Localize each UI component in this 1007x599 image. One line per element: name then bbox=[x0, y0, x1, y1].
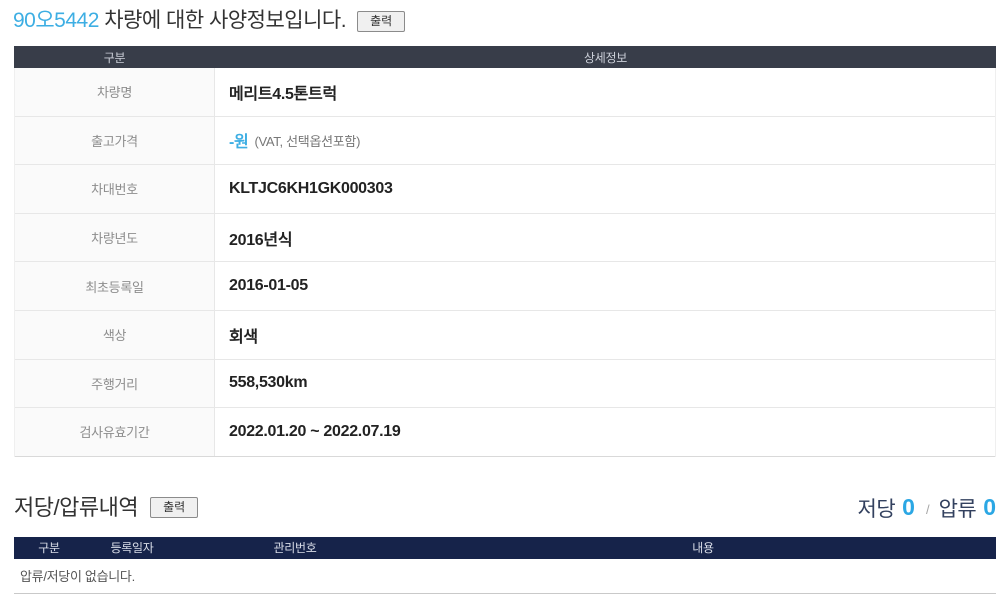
spec-row-value: KLTJC6KH1GK000303 bbox=[215, 165, 995, 213]
spec-row-label: 주행거리 bbox=[15, 359, 215, 408]
spec-row-value: 2016년식 bbox=[215, 213, 995, 262]
price-vat-note: (VAT, 선택옵션포함) bbox=[254, 133, 361, 149]
spec-table-header: 구분 상세정보 bbox=[14, 46, 996, 68]
mortgage-count: 0 bbox=[902, 494, 915, 521]
spec-row-vin: 차대번호 KLTJC6KH1GK000303 bbox=[15, 165, 995, 214]
spec-row-label: 차량년도 bbox=[15, 213, 215, 262]
lien-table-header: 구분 등록일자 관리번호 내용 bbox=[14, 536, 996, 559]
spec-header-detail: 상세정보 bbox=[584, 50, 627, 65]
lien-summary: 저당 0 / 압류 0 bbox=[858, 493, 997, 523]
spec-header-category: 구분 bbox=[103, 50, 126, 65]
page-title-text: 차량에 대한 사양정보입니다. bbox=[98, 9, 347, 32]
lien-empty-message: 압류/저당이 없습니다. bbox=[14, 559, 996, 594]
spec-row-model: 차량명 메리트4.5톤트럭 bbox=[15, 68, 995, 117]
spec-row-label: 색상 bbox=[15, 310, 215, 359]
page-title: 90오5442 차량에 대한 사양정보입니다. bbox=[13, 9, 347, 33]
lien-section-title-group: 저당/압류내역 출력 bbox=[14, 493, 199, 523]
spec-row-first-registration: 최초등록일 2016-01-05 bbox=[15, 262, 995, 311]
lien-header-content: 내용 bbox=[692, 541, 714, 556]
spec-row-value: 2016-01-05 bbox=[215, 262, 995, 310]
spec-row-label: 출고가격 bbox=[15, 116, 215, 165]
spec-row-color: 색상 회색 bbox=[15, 310, 995, 360]
summary-separator: / bbox=[925, 502, 930, 518]
spec-table: 구분 상세정보 차량명 메리트4.5톤트럭 출고가격 -원 (VAT, 선택옵션… bbox=[14, 46, 996, 457]
spec-row-price: 출고가격 -원 (VAT, 선택옵션포함) bbox=[15, 116, 995, 166]
spec-row-label: 차대번호 bbox=[15, 165, 215, 213]
spec-row-label: 검사유효기간 bbox=[15, 408, 215, 456]
spec-row-value: -원 (VAT, 선택옵션포함) bbox=[215, 116, 995, 165]
lien-print-button[interactable]: 출력 bbox=[150, 497, 199, 519]
mortgage-label: 저당 bbox=[857, 497, 896, 521]
spec-row-value: 메리트4.5톤트럭 bbox=[215, 68, 995, 116]
spec-row-label: 차량명 bbox=[15, 68, 215, 116]
spec-table-body: 차량명 메리트4.5톤트럭 출고가격 -원 (VAT, 선택옵션포함) 차대번호… bbox=[14, 68, 996, 457]
lien-header-mgmt-no: 관리번호 bbox=[273, 541, 317, 556]
spec-row-year: 차량년도 2016년식 bbox=[15, 213, 995, 263]
spec-row-inspection-period: 검사유효기간 2022.01.20 ~ 2022.07.19 bbox=[15, 408, 995, 457]
page-header: 90오5442 차량에 대한 사양정보입니다. 출력 bbox=[0, 0, 1007, 33]
lien-header-category: 구분 bbox=[38, 541, 60, 556]
lien-section-title: 저당/압류내역 bbox=[14, 494, 139, 520]
print-button[interactable]: 출력 bbox=[357, 10, 406, 32]
lien-table: 구분 등록일자 관리번호 내용 압류/저당이 없습니다. bbox=[14, 536, 996, 594]
vehicle-number: 90오5442 bbox=[13, 9, 99, 32]
spec-row-label: 최초등록일 bbox=[15, 262, 215, 310]
seizure-count: 0 bbox=[983, 494, 996, 521]
price-value: -원 bbox=[229, 134, 249, 152]
spec-row-value: 558,530km bbox=[215, 359, 995, 408]
lien-section-header: 저당/압류내역 출력 저당 0 / 압류 0 bbox=[14, 493, 996, 523]
seizure-label: 압류 bbox=[938, 497, 977, 521]
spec-row-value: 회색 bbox=[215, 310, 995, 359]
spec-row-value: 2022.01.20 ~ 2022.07.19 bbox=[215, 408, 995, 456]
spec-row-mileage: 주행거리 558,530km bbox=[15, 359, 995, 409]
lien-header-reg-date: 등록일자 bbox=[110, 541, 154, 556]
